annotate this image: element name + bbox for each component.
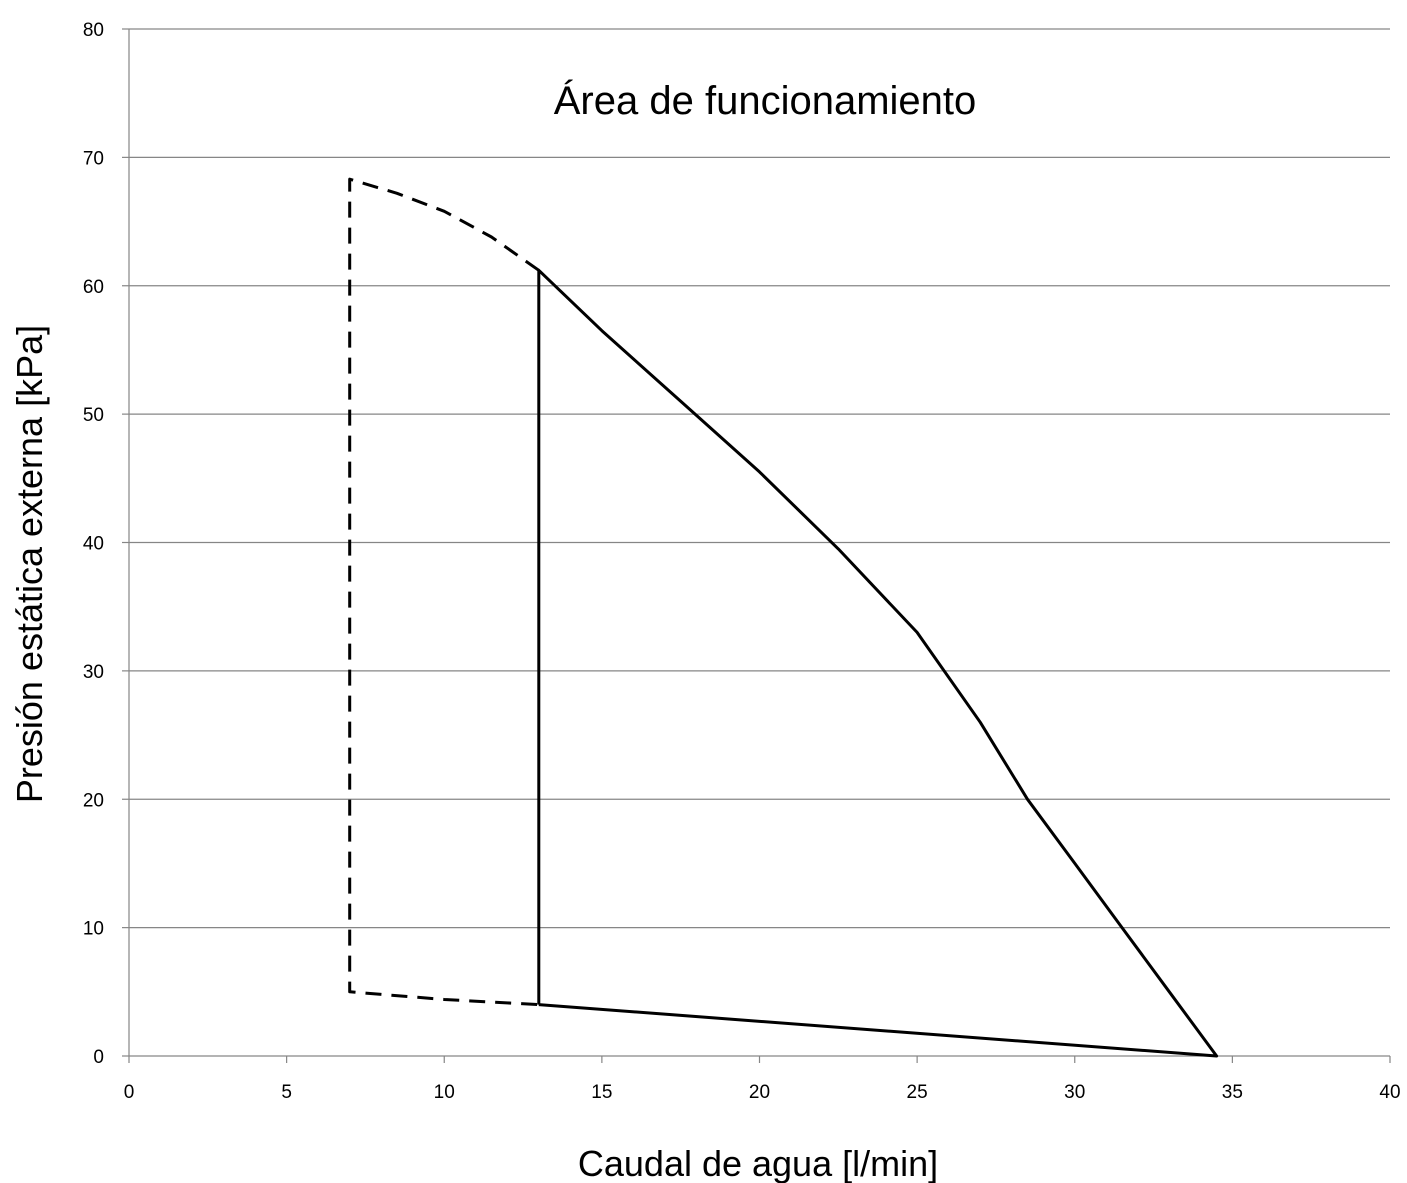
x-tick-label: 5 (281, 1082, 292, 1103)
chart-title: Área de funcionamiento (554, 78, 977, 123)
series-line-solid (537, 268, 1219, 1058)
y-axis-label: Presión estática externa [kPa] (9, 325, 50, 803)
y-axis-ticks: 0 10 20 30 40 50 60 70 80 (83, 20, 129, 1068)
y-tick-label: 40 (83, 534, 104, 555)
x-tick-label: 30 (1064, 1082, 1085, 1103)
y-tick-label: 30 (83, 662, 104, 683)
y-tick-label: 10 (83, 919, 104, 940)
series-lines (348, 177, 1219, 1058)
x-tick-label: 15 (591, 1082, 612, 1103)
y-tick-label: 0 (93, 1047, 104, 1068)
grid-lines (129, 28, 1390, 929)
series-line-dashed (348, 177, 540, 1007)
x-tick-label: 0 (124, 1082, 135, 1103)
y-tick-label: 50 (83, 405, 104, 426)
x-axis-ticks: 0 5 10 15 20 25 30 35 40 (124, 1056, 1401, 1103)
y-tick-label: 60 (83, 277, 104, 298)
x-tick-label: 35 (1222, 1082, 1243, 1103)
x-axis-label: Caudal de agua [l/min] (578, 1143, 938, 1183)
x-tick-label: 10 (434, 1082, 455, 1103)
y-tick-label: 20 (83, 790, 104, 811)
x-tick-label: 40 (1379, 1082, 1400, 1103)
y-tick-label: 70 (83, 148, 104, 169)
y-tick-label: 80 (83, 20, 104, 41)
x-tick-label: 20 (749, 1082, 770, 1103)
x-tick-label: 25 (907, 1082, 928, 1103)
